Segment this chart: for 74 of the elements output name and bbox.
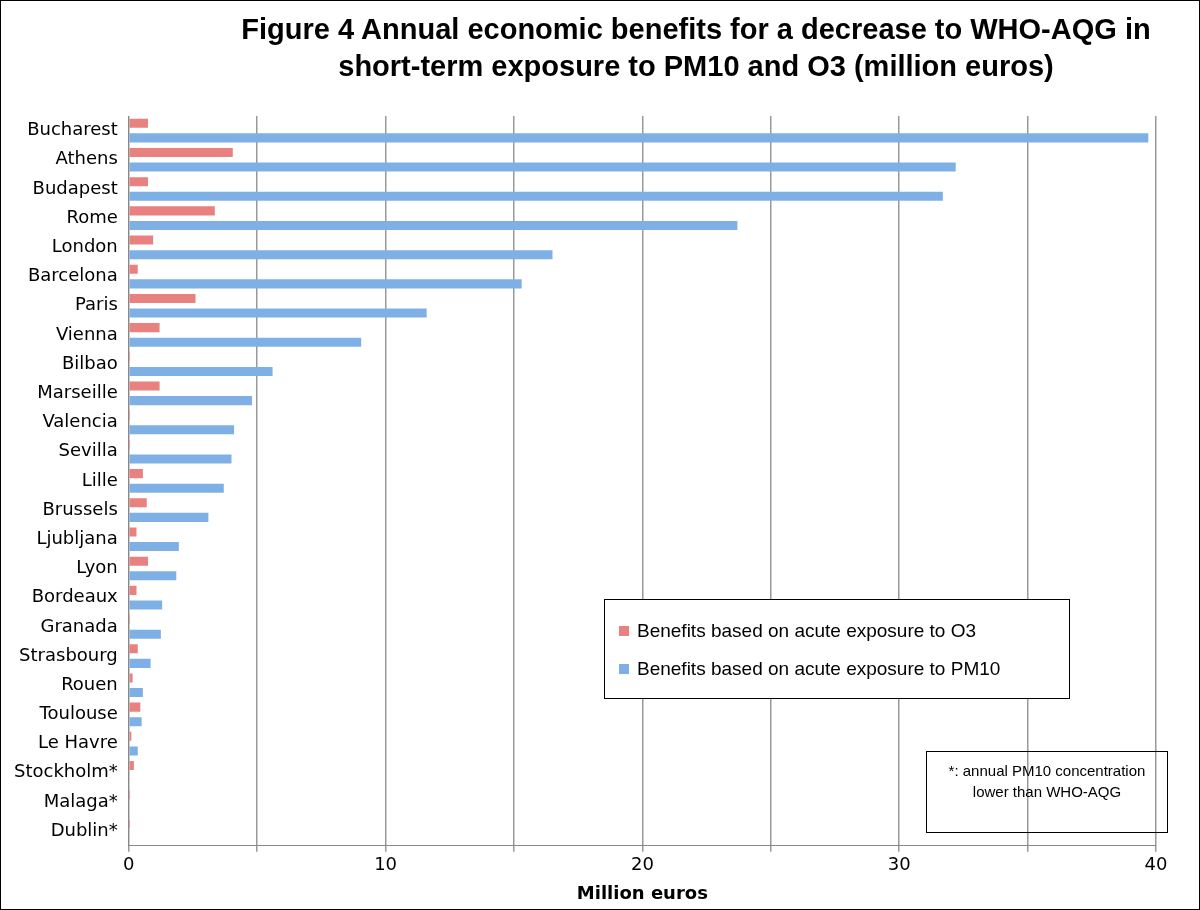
bar bbox=[129, 235, 154, 245]
bar bbox=[129, 177, 149, 187]
bar bbox=[129, 644, 138, 654]
y-tick-label: Paris bbox=[74, 293, 118, 315]
bar bbox=[129, 308, 427, 318]
bar bbox=[129, 323, 160, 333]
bar bbox=[129, 454, 232, 464]
y-tick-label: Lyon bbox=[76, 556, 118, 578]
x-tick-label: 40 bbox=[1144, 853, 1168, 875]
bar bbox=[129, 293, 196, 303]
y-tick-label: Bilbao bbox=[61, 351, 118, 373]
y-tick-label: Vienna bbox=[55, 322, 118, 344]
y-tick-label: Granada bbox=[40, 614, 118, 636]
bar bbox=[129, 133, 1149, 143]
bar bbox=[129, 527, 137, 537]
bar bbox=[129, 264, 138, 274]
x-tick-label: 0 bbox=[123, 853, 135, 875]
bar bbox=[129, 220, 738, 230]
bar bbox=[129, 162, 956, 172]
bar bbox=[129, 673, 133, 683]
y-tick-label: Lille bbox=[81, 468, 118, 490]
legend-label: Benefits based on acute exposure to O3 bbox=[637, 620, 977, 642]
y-tick-label: London bbox=[51, 235, 118, 257]
y-tick-label: Sevilla bbox=[58, 439, 118, 461]
bar bbox=[129, 396, 253, 406]
bar bbox=[129, 250, 553, 260]
bar bbox=[129, 761, 134, 771]
y-tick-label: Strasbourg bbox=[19, 643, 118, 665]
y-tick-label: Stockholm* bbox=[13, 760, 118, 782]
bar bbox=[129, 746, 138, 756]
bar bbox=[129, 717, 142, 727]
y-tick-label: Barcelona bbox=[27, 264, 118, 286]
bar bbox=[129, 118, 149, 128]
y-tick-label: Marseille bbox=[37, 381, 118, 402]
y-tick-label: Dublin* bbox=[50, 818, 118, 840]
bar bbox=[129, 337, 362, 347]
bar bbox=[129, 279, 522, 289]
y-tick-label: Budapest bbox=[32, 176, 118, 198]
legend-label: Benefits based on acute exposure to PM10 bbox=[637, 658, 1001, 680]
chart-title: Figure 4 Annual economic benefits for a decrease to WHO-AQG in short-term exposure to PM10 and O3 (million euros) bbox=[240, 12, 1152, 84]
x-tick-label: 30 bbox=[887, 853, 911, 875]
bar bbox=[129, 629, 161, 639]
bar bbox=[129, 512, 209, 522]
y-tick-label: Toulouse bbox=[38, 702, 118, 724]
y-tick-label: Bucharest bbox=[27, 118, 118, 140]
y-tick-label: Athens bbox=[55, 147, 118, 169]
y-tick-label: Brussels bbox=[42, 497, 118, 519]
bar bbox=[129, 571, 177, 581]
bar bbox=[129, 381, 160, 391]
bar bbox=[129, 498, 147, 508]
y-tick-label: Bordeaux bbox=[31, 585, 119, 607]
y-tick-label: Rome bbox=[66, 205, 118, 227]
bar bbox=[129, 425, 235, 435]
bar bbox=[129, 206, 215, 216]
y-tick-label: Valencia bbox=[42, 410, 118, 432]
annotation: *: annual PM10 concentration lower than WHO-AQG bbox=[926, 751, 1168, 833]
bar bbox=[129, 556, 149, 566]
bar bbox=[129, 688, 143, 698]
x-axis-title: Million euros bbox=[576, 881, 708, 903]
y-tick-label: Ljubljana bbox=[36, 526, 118, 548]
bar bbox=[129, 147, 233, 158]
bar bbox=[129, 658, 151, 668]
x-tick-label: 10 bbox=[374, 853, 398, 875]
y-tick-label: Malaga* bbox=[43, 789, 118, 811]
bar bbox=[129, 483, 224, 493]
bar bbox=[129, 542, 179, 552]
bar bbox=[129, 702, 141, 712]
x-tick-label: 20 bbox=[630, 853, 654, 875]
bar bbox=[129, 600, 163, 610]
bar bbox=[129, 469, 143, 479]
bar bbox=[129, 366, 273, 376]
y-tick-label: Le Havre bbox=[37, 731, 118, 753]
y-tick-label: Rouen bbox=[61, 672, 118, 694]
bar bbox=[129, 191, 943, 201]
